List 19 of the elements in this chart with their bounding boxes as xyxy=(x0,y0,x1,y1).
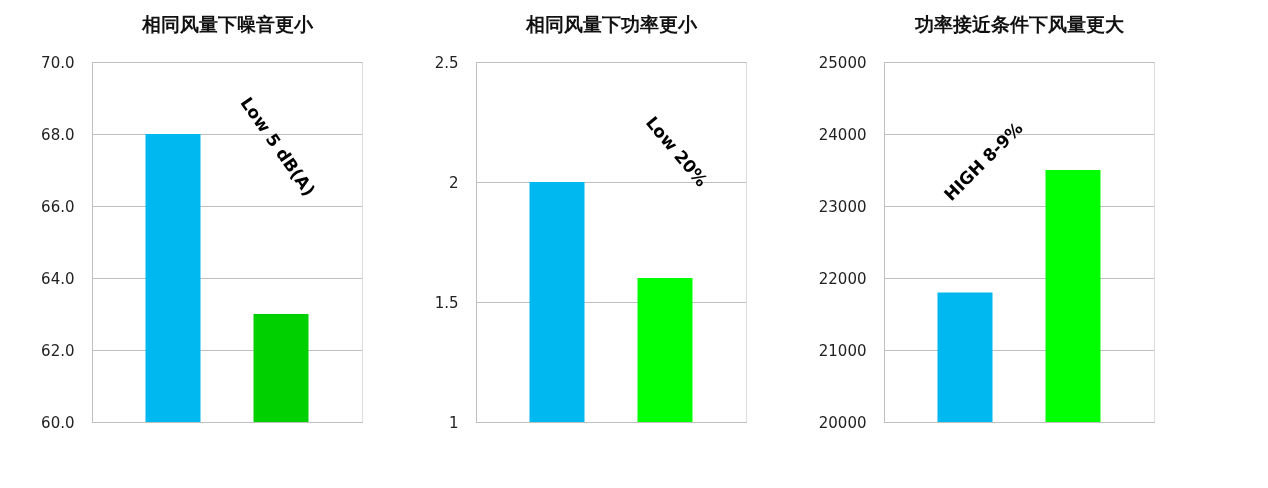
y-tick-label: 1 xyxy=(448,413,459,432)
y-tick-label: 64.0 xyxy=(41,269,75,288)
y-tick-label: 25000 xyxy=(818,53,867,72)
y-tick-label: 60.0 xyxy=(41,413,75,432)
chart-title: 功率接近条件下风量更大 xyxy=(913,13,1125,35)
y-tick-label: 24000 xyxy=(818,125,867,144)
y-tick-label: 62.0 xyxy=(41,341,75,360)
y-tick-label: 1.5 xyxy=(434,293,459,312)
y-tick-label: 66.0 xyxy=(41,197,75,216)
y-tick-label: 22000 xyxy=(818,269,867,288)
y-tick-label: 2.5 xyxy=(434,53,459,72)
y-tick-label: 20000 xyxy=(818,413,867,432)
chart-title: 相同风量下噪音更小 xyxy=(140,13,314,35)
chart-title: 相同风量下功率更小 xyxy=(524,13,698,35)
y-tick-label: 2 xyxy=(448,173,459,192)
y-tick-label: 21000 xyxy=(818,341,867,360)
y-tick-label: 70.0 xyxy=(41,53,75,72)
y-tick-label: 23000 xyxy=(818,197,867,216)
y-tick-label: 68.0 xyxy=(41,125,75,144)
